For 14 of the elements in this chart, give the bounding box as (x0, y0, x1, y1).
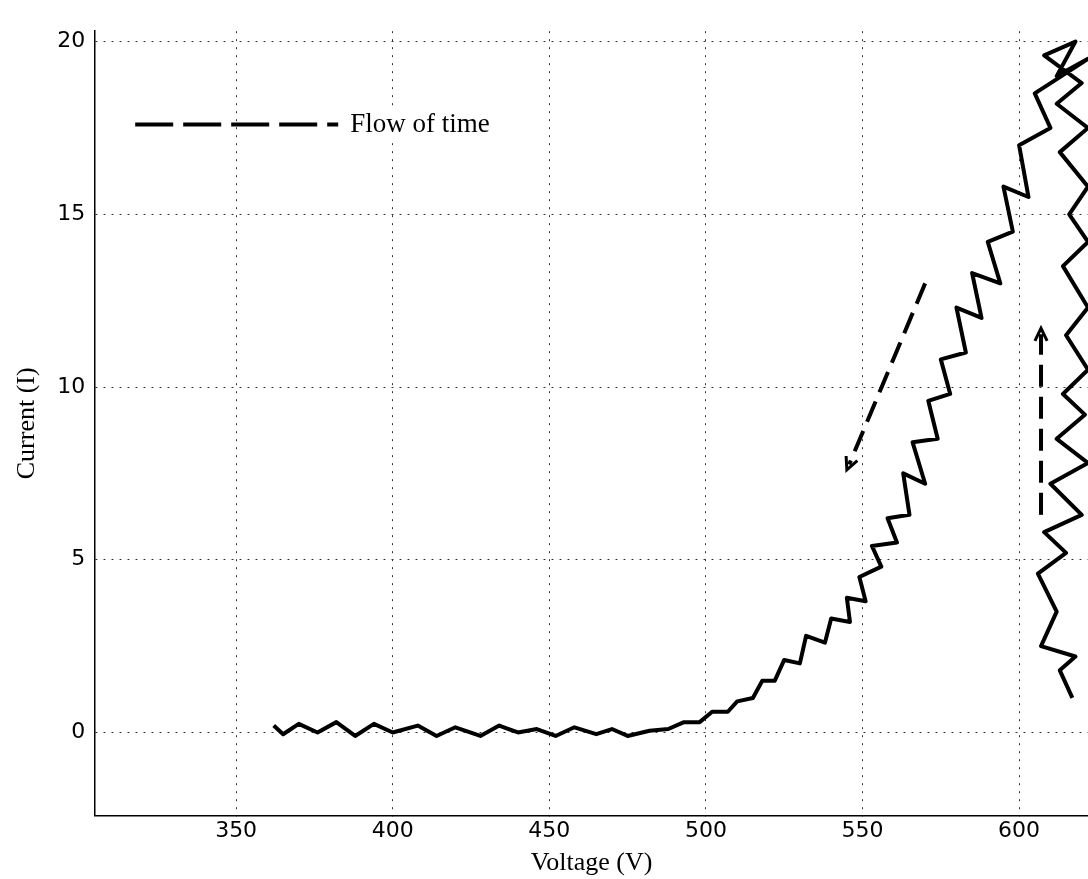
x-tick-label: 500 (684, 817, 727, 843)
x-tick-label: 450 (528, 817, 571, 843)
x-tick-label: 350 (215, 817, 258, 843)
y-axis-title: Current (I) (11, 367, 41, 480)
x-axis-title: Voltage (V) (530, 847, 653, 877)
y-tick-label: 20 (57, 27, 86, 53)
annotation: Flow of time (350, 107, 490, 138)
y-tick-label: 5 (71, 545, 86, 571)
y-tick-label: 15 (57, 200, 86, 226)
x-tick-label: 550 (841, 817, 884, 843)
y-tick-label: 0 (71, 718, 86, 744)
x-tick-label: 600 (998, 817, 1041, 843)
y-tick-label: 10 (57, 372, 86, 398)
x-tick-label: 400 (371, 817, 414, 843)
